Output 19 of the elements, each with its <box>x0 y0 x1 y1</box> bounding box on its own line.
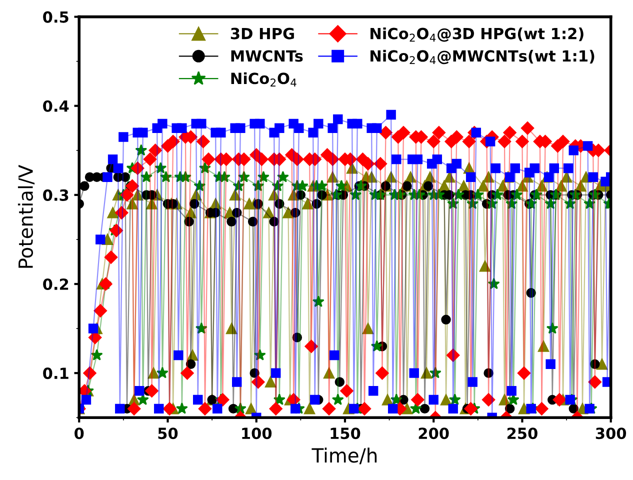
legend-label: NiCo$_{2}$O$_{4}$@3D HPG(wt 1:2) <box>370 27 584 42</box>
x-tick-label: 0 <box>74 428 84 440</box>
x-tick-label: 50 <box>158 428 178 440</box>
x-tick-label: 100 <box>242 428 272 440</box>
y-axis-title: Potential/V <box>18 164 35 268</box>
y-tick-label: 0.4 <box>43 100 69 112</box>
x-tick-label: 150 <box>330 428 360 440</box>
y-tick-label: 0.3 <box>43 189 68 201</box>
y-tick-label: 0.5 <box>43 11 68 23</box>
x-tick-label: 250 <box>507 428 538 440</box>
x-tick-label: 200 <box>418 428 449 440</box>
legend-label: MWCNTs <box>231 50 303 62</box>
legend-label: 3D HPG <box>230 28 294 40</box>
legend-label: NiCo$_{2}$O$_{4}$@MWCNTs(wt 1:1) <box>370 50 594 64</box>
x-tick-label: 300 <box>596 428 626 440</box>
legend-label: NiCo$_{2}$O$_{4}$ <box>231 72 296 86</box>
x-axis-title: Time/h <box>312 448 377 464</box>
y-tick-label: 0.2 <box>43 278 68 290</box>
y-tick-label: 0.1 <box>43 368 68 380</box>
